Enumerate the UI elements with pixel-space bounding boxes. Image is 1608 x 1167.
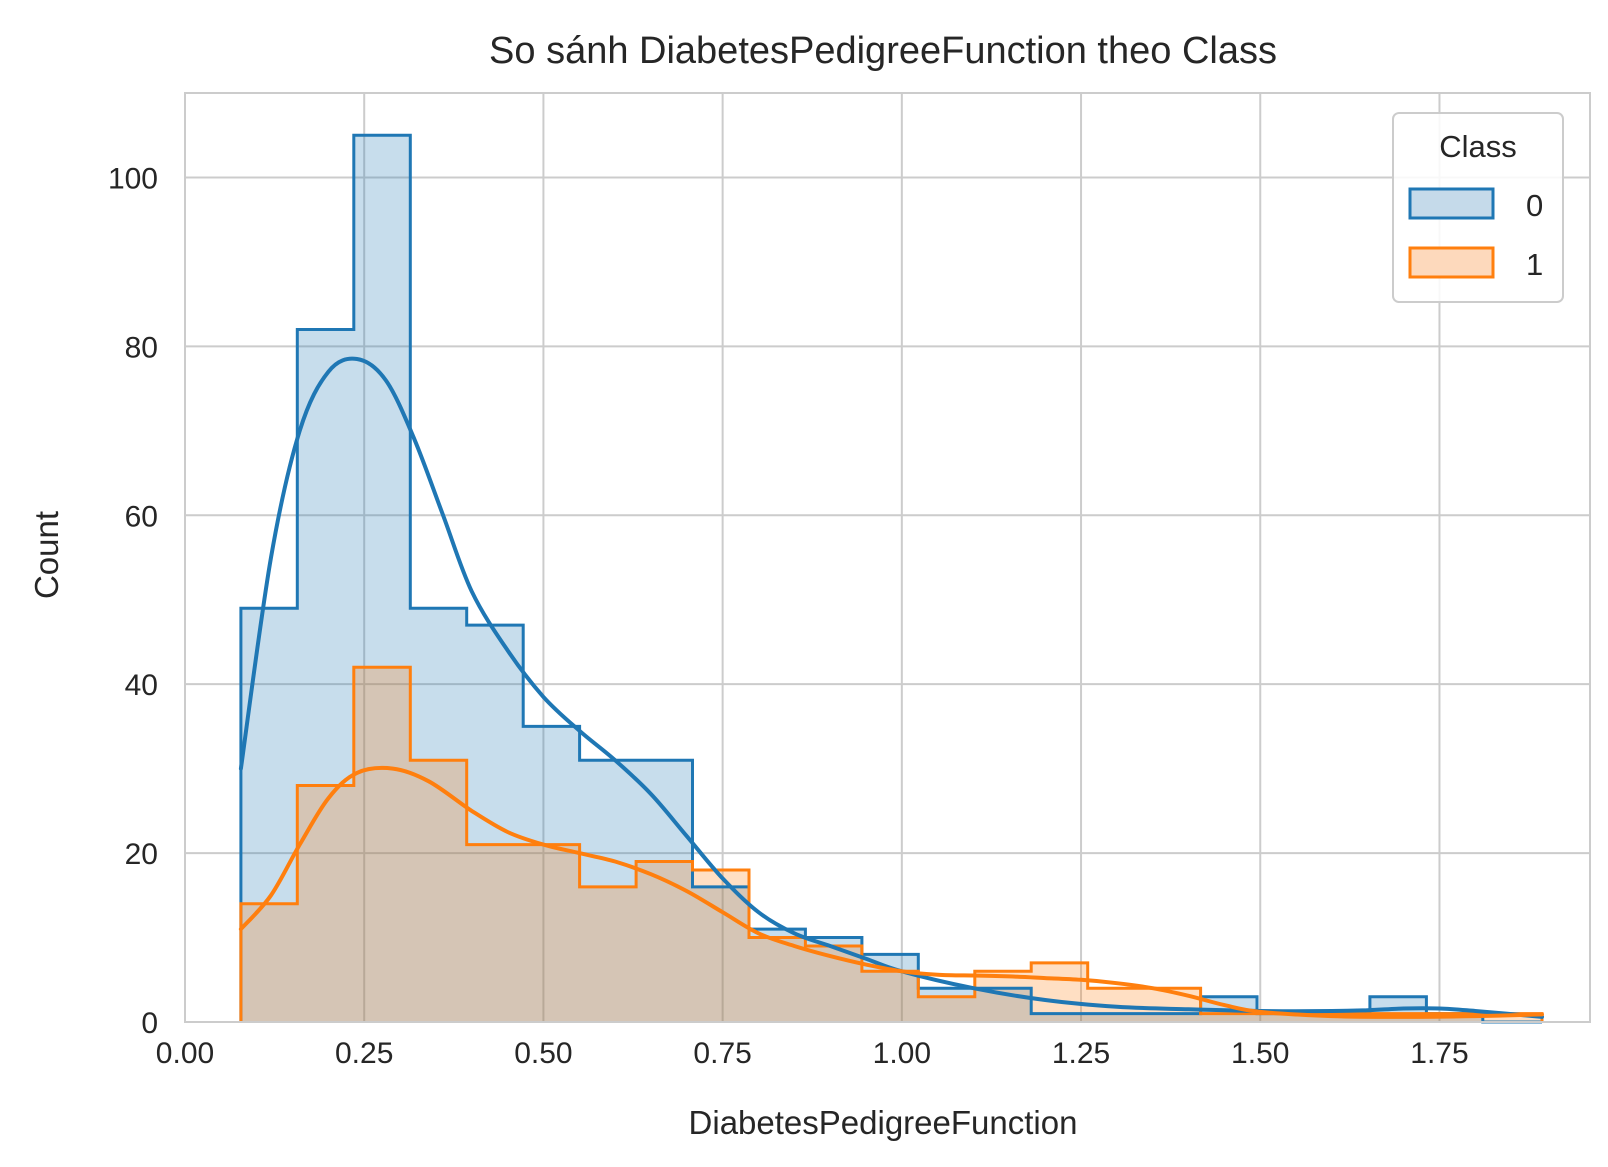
y-tick-label: 40 (125, 669, 158, 702)
plot-frame (184, 92, 1591, 1023)
y-tick-label: 80 (125, 331, 158, 364)
histogram-outline-class-1 (239, 665, 1544, 1022)
legend-title: Class (1439, 129, 1517, 164)
x-tick-label: 1.75 (1410, 1037, 1468, 1070)
y-tick-label: 60 (125, 500, 158, 533)
x-axis-label: DiabetesPedigreeFunction (689, 1104, 1078, 1141)
y-axis-label: Count (28, 511, 65, 599)
legend-label-class-1: 1 (1526, 247, 1543, 282)
y-tick-label: 100 (108, 162, 158, 195)
y-tick-label: 20 (125, 838, 158, 871)
x-tick-labels: 0.00 0.25 0.50 0.75 1.00 1.25 1.50 1.75 (156, 1037, 1469, 1070)
histogram-outlines (239, 133, 1544, 1024)
y-tick-label: 0 (141, 1007, 158, 1040)
x-tick-label: 0.25 (335, 1037, 393, 1070)
y-tick-labels: 0 20 40 60 80 100 (108, 162, 158, 1040)
chart-title: So sánh DiabetesPedigreeFunction theo Cl… (489, 30, 1277, 72)
kde-curves (238, 356, 1544, 1019)
histogram-fill-class-1 (240, 667, 1542, 1022)
legend-swatch-class-1 (1408, 246, 1495, 279)
legend-label-class-0: 0 (1526, 188, 1543, 223)
histogram-fills (240, 135, 1542, 1022)
histogram-fill-class-0 (240, 135, 1542, 1022)
x-tick-label: 1.50 (1231, 1037, 1289, 1070)
legend: Class 0 1 (1392, 112, 1564, 303)
kde-curve-class-1 (238, 765, 1544, 1019)
x-tick-label: 1.00 (873, 1037, 931, 1070)
x-tick-label: 0.50 (514, 1037, 572, 1070)
x-tick-label: 0.00 (156, 1037, 214, 1070)
kde-curve-class-0 (238, 356, 1544, 1019)
x-tick-label: 0.75 (693, 1037, 751, 1070)
legend-swatch-class-0 (1408, 187, 1495, 220)
x-tick-label: 1.25 (1052, 1037, 1110, 1070)
